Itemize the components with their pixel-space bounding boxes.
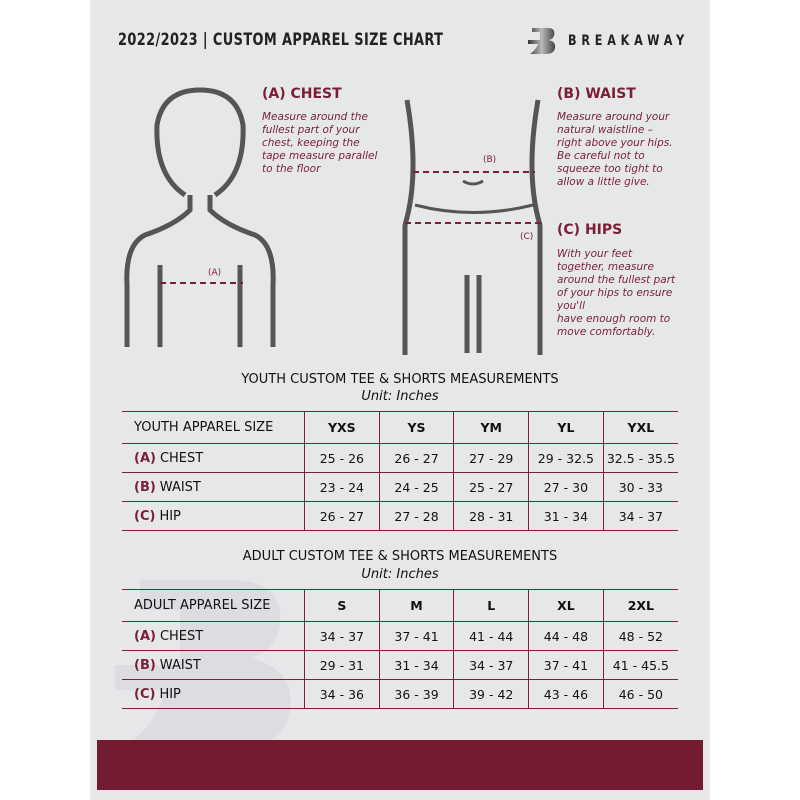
waist-marker: (B) xyxy=(483,155,497,165)
adult-section-title: ADULT CUSTOM TEE & SHORTS MEASUREMENTS xyxy=(242,549,558,564)
table-row: (A) CHEST 34 - 37 37 - 41 41 - 44 44 - 48 48 -… xyxy=(122,621,678,651)
footer-band xyxy=(97,740,703,790)
youth-size-table: YOUTH APPAREL SIZE YXS YS YM YL YXL (A) CHEST 2… xyxy=(122,411,678,531)
waist-instructions: Measure around your natural waistline – ri… xyxy=(557,111,673,188)
table-row: (C) HIP 34 - 36 36 - 39 39 - 42 43 - 46 46 - 5… xyxy=(122,679,678,709)
brand-name: BREAKAWAY xyxy=(568,33,690,49)
table-row: (C) HIP 26 - 27 27 - 28 28 - 31 31 - 34 34 - 3… xyxy=(122,501,678,531)
adult-unit: Unit: Inches xyxy=(361,567,439,582)
table-header-row: YOUTH APPAREL SIZE YXS YS YM YL YXL xyxy=(122,411,678,444)
hips-instructions: With your feet together, measure around th… xyxy=(557,248,676,338)
waist-hips-figure-illustration xyxy=(402,99,545,355)
chest-heading: (A) CHEST xyxy=(262,86,342,102)
adult-size-table: ADULT APPAREL SIZE S M L XL 2XL (A) CHEST 34 - … xyxy=(122,589,678,709)
youth-unit: Unit: Inches xyxy=(361,389,439,404)
waist-heading: (B) WAIST xyxy=(557,86,636,102)
page-title: 2022/2023 | CUSTOM APPAREL SIZE CHART xyxy=(118,30,444,50)
hips-marker: (C) xyxy=(520,232,534,242)
size-chart-card: 2022/2023 | CUSTOM APPAREL SIZE CHART BR… xyxy=(90,0,710,800)
table-row: (B) WAIST 23 - 24 24 - 25 25 - 27 27 - 30 30 -… xyxy=(122,472,678,502)
table-row: (A) CHEST 25 - 26 26 - 27 27 - 29 29 - 32.5 32… xyxy=(122,443,678,473)
chest-instructions: Measure around the fullest part of your ch… xyxy=(262,111,378,175)
chest-figure-illustration xyxy=(124,87,276,347)
table-header-row: ADULT APPAREL SIZE S M L XL 2XL xyxy=(122,589,678,622)
chest-marker: (A) xyxy=(208,268,222,278)
breakaway-logo-icon xyxy=(528,28,556,54)
youth-section-title: YOUTH CUSTOM TEE & SHORTS MEASUREMENTS xyxy=(241,372,559,387)
hips-heading: (C) HIPS xyxy=(557,222,623,238)
table-row: (B) WAIST 29 - 31 31 - 34 34 - 37 37 - 41 41 -… xyxy=(122,650,678,680)
